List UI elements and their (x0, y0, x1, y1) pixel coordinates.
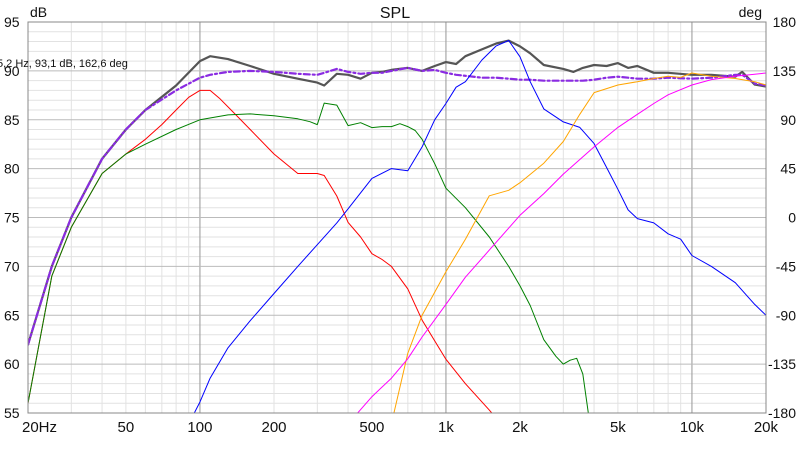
y-tick-label-right: -135 (768, 356, 796, 372)
y-tick-label-left: 60 (4, 356, 20, 372)
y-axis-label-left: dB (30, 4, 47, 20)
series-line-7 (356, 72, 766, 413)
series-line-4 (28, 102, 589, 413)
x-tick-label: 2k (512, 419, 528, 436)
series-line-3 (28, 89, 493, 413)
y-tick-label-left: 90 (4, 63, 20, 79)
y-tick-label-left: 65 (4, 307, 20, 323)
y-tick-label-right: 135 (773, 63, 797, 79)
y-tick-label-left: 85 (4, 112, 20, 128)
x-tick-label: 50 (118, 419, 135, 436)
tick-labels: 20Hz 50 100 200 500 1k 2k 5k 10k 20k 95 90 85 80 75 70 6… (4, 14, 796, 436)
series-line-5 (193, 40, 766, 413)
y-tick-label-right: 90 (780, 112, 796, 128)
y-tick-label-right: 180 (773, 14, 797, 30)
y-tick-label-left: 75 (4, 210, 20, 226)
y-axis-label-right: deg (739, 4, 762, 20)
y-tick-label-right: 45 (780, 161, 796, 177)
x-tick-label: 1k (438, 419, 454, 436)
y-tick-label-right: -180 (768, 405, 796, 421)
cursor-readout: 5,2 Hz, 93,1 dB, 162,6 deg (0, 58, 128, 70)
y-tick-label-left: 95 (4, 14, 20, 30)
y-tick-label-left: 55 (4, 405, 20, 421)
y-tick-label-right: 0 (788, 210, 796, 226)
series-layer (28, 39, 766, 413)
x-tick-label: 5k (610, 419, 626, 436)
series-line-1 (28, 39, 766, 346)
x-tick-label: 20Hz (22, 419, 57, 436)
y-tick-label-left: 80 (4, 161, 20, 177)
x-tick-label: 10k (680, 419, 705, 436)
x-tick-label: 20k (754, 419, 779, 436)
y-tick-label-right: -90 (776, 307, 796, 323)
y-tick-label-right: -45 (776, 258, 796, 274)
x-tick-label: 100 (187, 419, 212, 436)
series-line-2 (28, 66, 766, 346)
x-tick-label: 200 (261, 419, 286, 436)
y-tick-label-left: 70 (4, 258, 20, 274)
chart-title: SPL (380, 5, 410, 22)
plot-frame (27, 21, 767, 414)
x-tick-label: 500 (359, 419, 384, 436)
series-line-6 (393, 72, 766, 413)
